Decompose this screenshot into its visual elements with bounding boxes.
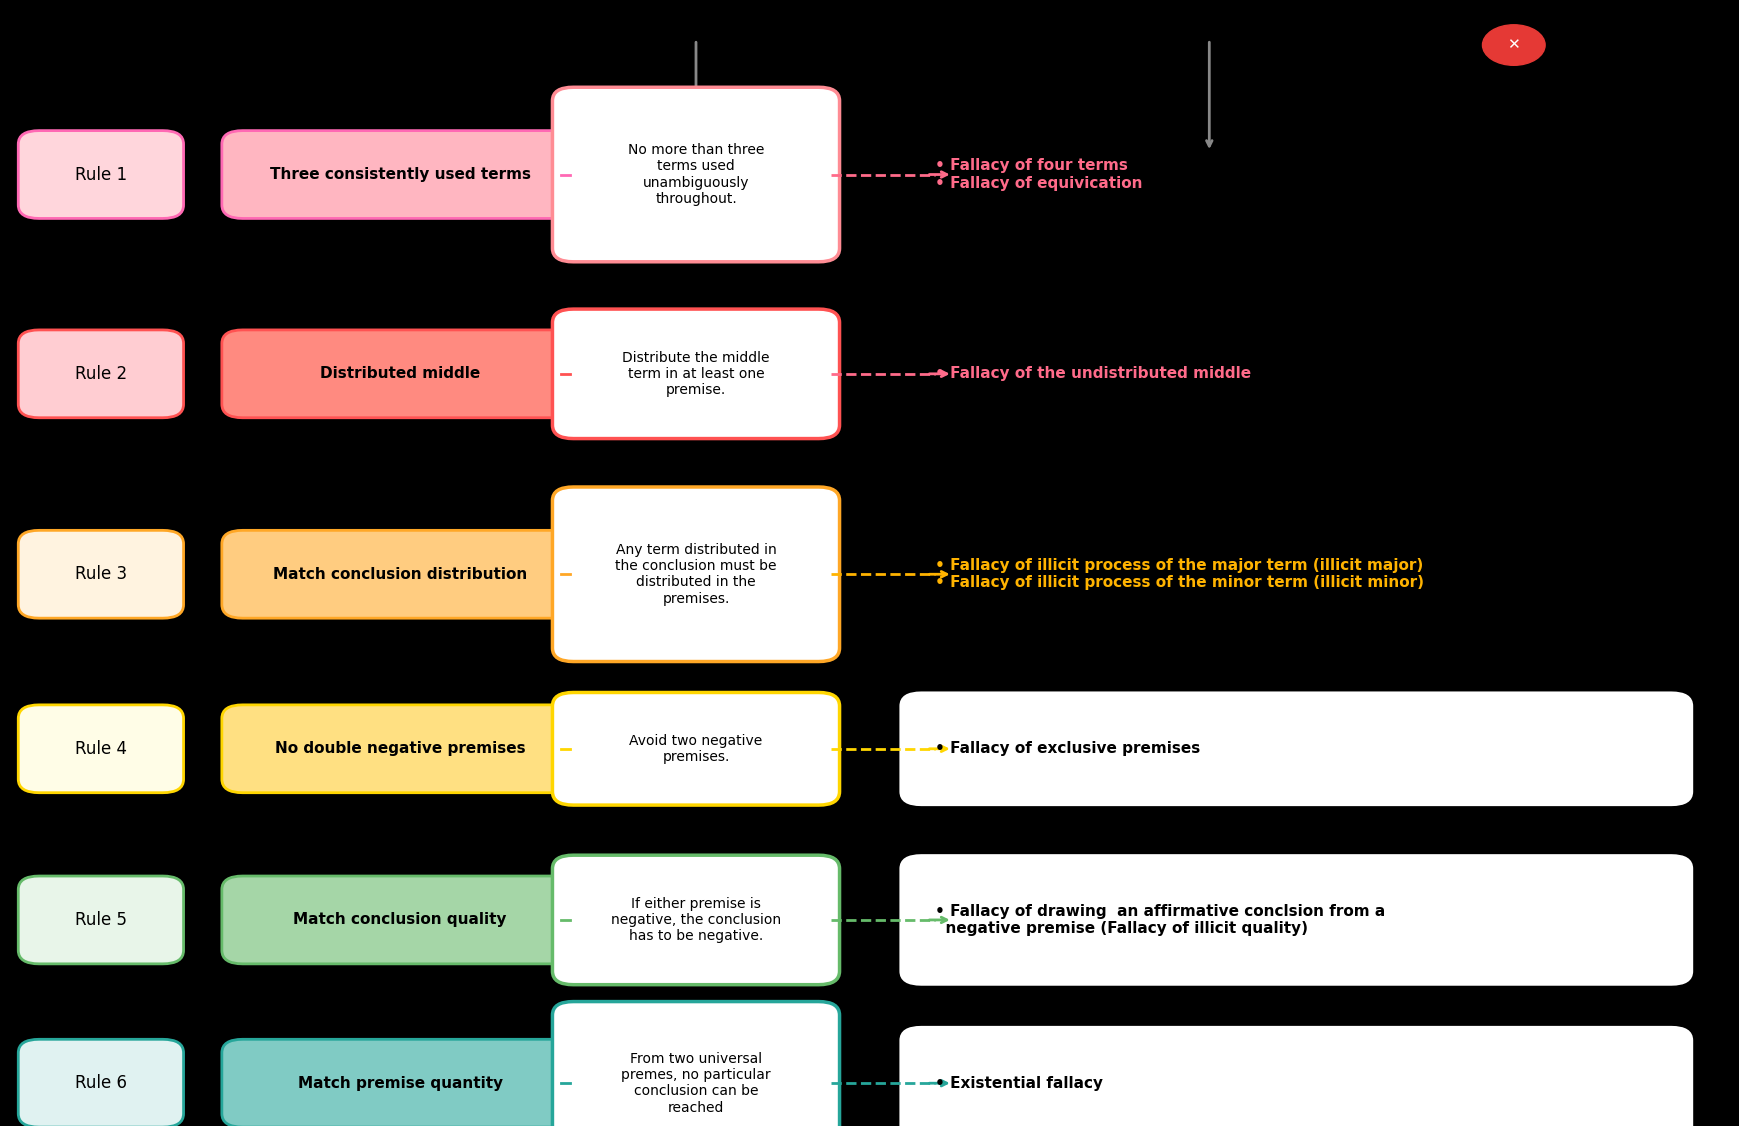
Text: ✕: ✕ [1506,37,1520,53]
FancyBboxPatch shape [553,856,840,984]
Text: From two universal
premes, no particular
conclusion can be
reached: From two universal premes, no particular… [621,1052,770,1115]
Text: Rule 5: Rule 5 [75,911,127,929]
FancyBboxPatch shape [223,1039,577,1126]
Text: Rule 2: Rule 2 [75,365,127,383]
Text: Rule 1: Rule 1 [75,166,127,184]
Text: • Fallacy of the undistributed middle: • Fallacy of the undistributed middle [936,366,1250,382]
FancyBboxPatch shape [901,856,1690,984]
FancyBboxPatch shape [17,330,184,418]
Text: • Fallacy of four terms
• Fallacy of equivication: • Fallacy of four terms • Fallacy of equ… [936,159,1143,190]
Text: • Fallacy of exclusive premises: • Fallacy of exclusive premises [936,741,1200,757]
Text: Rule 4: Rule 4 [75,740,127,758]
Text: • Fallacy of illicit process of the major term (illicit major)
• Fallacy of illi: • Fallacy of illicit process of the majo… [936,558,1424,590]
Text: Distributed middle: Distributed middle [320,366,480,382]
Circle shape [1482,25,1544,65]
FancyBboxPatch shape [553,309,840,438]
FancyBboxPatch shape [17,705,184,793]
Text: Three consistently used terms: Three consistently used terms [270,167,530,182]
FancyBboxPatch shape [223,876,577,964]
FancyBboxPatch shape [223,705,577,793]
Text: No double negative premises: No double negative premises [275,741,525,757]
Text: No more than three
terms used
unambiguously
throughout.: No more than three terms used unambiguou… [628,143,763,206]
Text: Match conclusion quality: Match conclusion quality [294,912,506,928]
FancyBboxPatch shape [223,131,577,218]
Text: Any term distributed in
the conclusion must be
distributed in the
premises.: Any term distributed in the conclusion m… [616,543,776,606]
Text: Distribute the middle
term in at least one
premise.: Distribute the middle term in at least o… [623,350,769,397]
FancyBboxPatch shape [901,1027,1690,1126]
FancyBboxPatch shape [553,88,840,262]
FancyBboxPatch shape [17,530,184,618]
Text: Match premise quantity: Match premise quantity [297,1075,503,1091]
FancyBboxPatch shape [553,486,840,662]
Text: Rule 6: Rule 6 [75,1074,127,1092]
FancyBboxPatch shape [223,530,577,618]
FancyBboxPatch shape [17,1039,184,1126]
Text: If either premise is
negative, the conclusion
has to be negative.: If either premise is negative, the concl… [610,896,781,944]
Text: • Fallacy of drawing  an affirmative conclsion from a
  negative premise (Fallac: • Fallacy of drawing an affirmative conc… [936,904,1384,936]
FancyBboxPatch shape [901,692,1690,805]
Text: Rule 3: Rule 3 [75,565,127,583]
FancyBboxPatch shape [17,876,184,964]
FancyBboxPatch shape [223,330,577,418]
Text: • Existential fallacy: • Existential fallacy [936,1075,1103,1091]
Text: Avoid two negative
premises.: Avoid two negative premises. [630,734,762,763]
FancyBboxPatch shape [17,131,184,218]
FancyBboxPatch shape [553,692,840,805]
FancyBboxPatch shape [553,1002,840,1126]
Text: Match conclusion distribution: Match conclusion distribution [273,566,527,582]
